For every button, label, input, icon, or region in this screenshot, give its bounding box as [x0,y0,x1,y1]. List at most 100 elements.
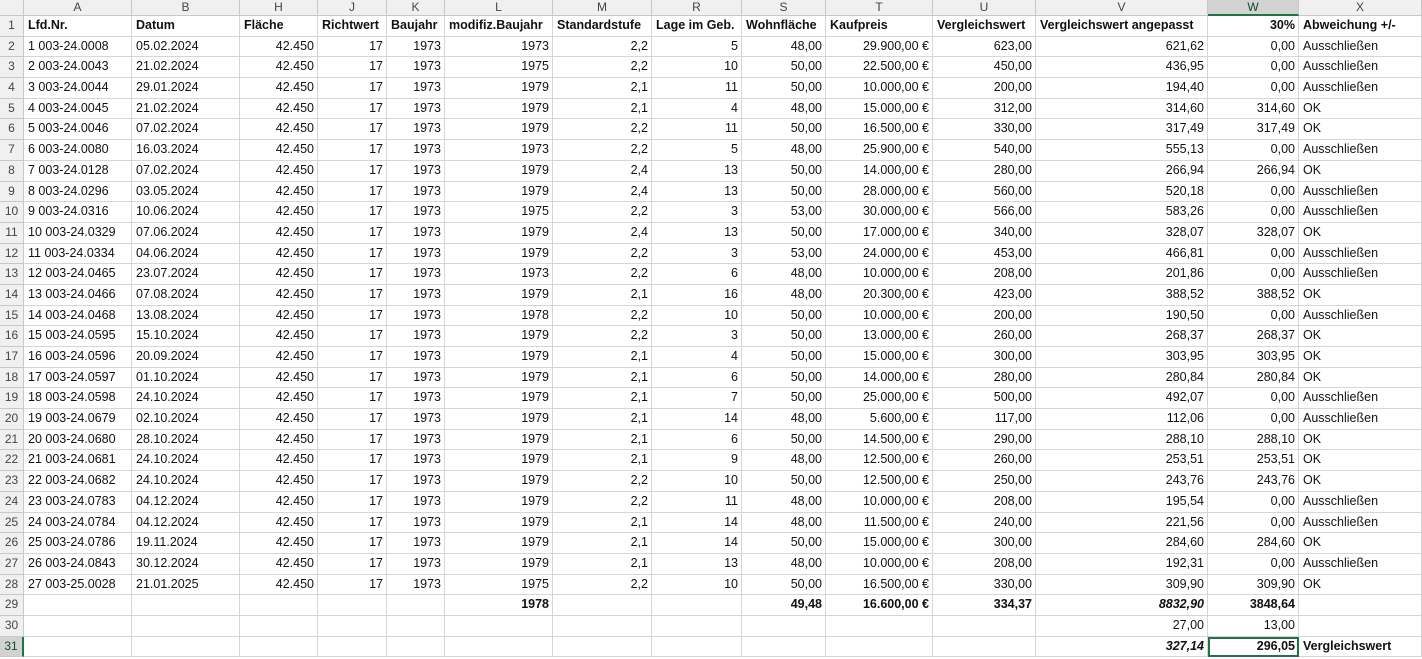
cell[interactable]: 0,00 [1208,512,1299,534]
cell[interactable]: 15 003-24.0595 [24,326,132,347]
cell[interactable]: 3848,64 [1208,595,1299,616]
cell[interactable]: 1973 [387,57,445,79]
cell[interactable]: 621,62 [1036,36,1208,58]
cell[interactable]: 1979 [445,119,553,141]
row-number[interactable]: 12 [0,243,24,265]
cell[interactable]: 42.450 [240,181,318,203]
cell[interactable]: 1973 [387,553,445,575]
cell[interactable]: 17 [318,222,387,244]
cell[interactable]: OK [1299,450,1422,472]
cell[interactable]: 42.450 [240,57,318,79]
cell[interactable]: 0,00 [1208,140,1299,161]
cell[interactable]: 13 [652,222,742,244]
cell[interactable]: Vergleichswert [933,16,1036,37]
cell[interactable]: 48,00 [742,264,826,285]
cell[interactable]: 453,00 [933,243,1036,265]
cell[interactable]: Ausschließen [1299,202,1422,223]
cell[interactable]: 17 [318,284,387,306]
cell[interactable]: 0,00 [1208,264,1299,285]
cell[interactable]: 17 [318,429,387,451]
cell[interactable]: 10.000,00 € [826,305,933,327]
cell[interactable] [387,636,445,658]
cell[interactable]: 2,4 [553,181,652,203]
cell[interactable]: 05.02.2024 [132,36,240,58]
cell[interactable]: Ausschließen [1299,57,1422,79]
cell[interactable]: 10.000,00 € [826,553,933,575]
cell[interactable]: OK [1299,98,1422,120]
cell[interactable]: 42.450 [240,574,318,596]
cell[interactable]: 520,18 [1036,181,1208,203]
cell[interactable]: 268,37 [1208,326,1299,347]
cell[interactable]: 9 003-24.0316 [24,202,132,223]
cell[interactable]: 330,00 [933,574,1036,596]
cell[interactable]: 4 [652,347,742,368]
cell[interactable]: 2,2 [553,491,652,513]
cell[interactable]: 1973 [387,264,445,285]
cell[interactable] [132,636,240,658]
row-number[interactable]: 6 [0,119,24,141]
cell[interactable]: 17 [318,160,387,182]
cell[interactable]: 314,60 [1208,98,1299,120]
cell[interactable]: 42.450 [240,98,318,120]
cell[interactable]: OK [1299,284,1422,306]
row-number[interactable]: 19 [0,388,24,410]
cell[interactable]: 208,00 [933,553,1036,575]
cell[interactable]: Ausschließen [1299,243,1422,265]
cell[interactable]: Wohnfläche [742,16,826,37]
cell[interactable]: 1973 [387,326,445,347]
cell[interactable]: Abweichung +/- [1299,16,1422,37]
cell[interactable]: 2 003-24.0043 [24,57,132,79]
cell[interactable]: 27 003-25.0028 [24,574,132,596]
cell[interactable]: 1973 [387,347,445,368]
cell[interactable]: 317,49 [1036,119,1208,141]
cell[interactable]: 17 [318,119,387,141]
cell[interactable]: 0,00 [1208,243,1299,265]
column-header[interactable]: S [742,0,826,16]
cell[interactable]: 1979 [445,553,553,575]
cell[interactable]: 2,2 [553,574,652,596]
cell[interactable]: 1979 [445,471,553,492]
row-number[interactable]: 4 [0,78,24,99]
cell[interactable]: 2,2 [553,202,652,223]
cell[interactable]: 2,2 [553,57,652,79]
column-header[interactable]: B [132,0,240,16]
cell[interactable]: 303,95 [1208,347,1299,368]
cell[interactable]: 17 [318,347,387,368]
cell[interactable]: 309,90 [1036,574,1208,596]
cell[interactable] [132,595,240,616]
cell[interactable]: 53,00 [742,202,826,223]
cell[interactable]: 200,00 [933,78,1036,99]
cell[interactable]: 21 003-24.0681 [24,450,132,472]
cell[interactable]: 17 [318,202,387,223]
cell[interactable]: 250,00 [933,471,1036,492]
cell[interactable]: 24.10.2024 [132,450,240,472]
cell[interactable]: 42.450 [240,491,318,513]
row-number[interactable]: 11 [0,222,24,244]
cell[interactable]: 17 [318,512,387,534]
cell[interactable]: 1973 [387,202,445,223]
cell[interactable]: 266,94 [1208,160,1299,182]
cell[interactable]: 17 [318,264,387,285]
cell[interactable]: 10 [652,57,742,79]
row-number[interactable]: 16 [0,326,24,347]
column-header[interactable]: K [387,0,445,16]
cell[interactable]: 309,90 [1208,574,1299,596]
cell[interactable]: 48,00 [742,450,826,472]
cell[interactable]: 2,1 [553,553,652,575]
cell[interactable]: 10.000,00 € [826,78,933,99]
cell[interactable]: 328,07 [1036,222,1208,244]
row-number[interactable]: 13 [0,264,24,285]
cell[interactable]: 21.02.2024 [132,57,240,79]
cell[interactable]: 280,00 [933,367,1036,389]
cell[interactable]: 15.000,00 € [826,533,933,554]
cell[interactable]: 17 [318,409,387,430]
row-number[interactable]: 10 [0,202,24,223]
cell[interactable]: 1973 [387,574,445,596]
cell[interactable]: 23 003-24.0783 [24,491,132,513]
cell[interactable]: 1978 [445,305,553,327]
cell[interactable]: 17 003-24.0597 [24,367,132,389]
cell[interactable]: 07.02.2024 [132,160,240,182]
cell[interactable]: 1973 [387,181,445,203]
cell[interactable]: 2,1 [553,450,652,472]
row-number[interactable]: 28 [0,574,24,596]
